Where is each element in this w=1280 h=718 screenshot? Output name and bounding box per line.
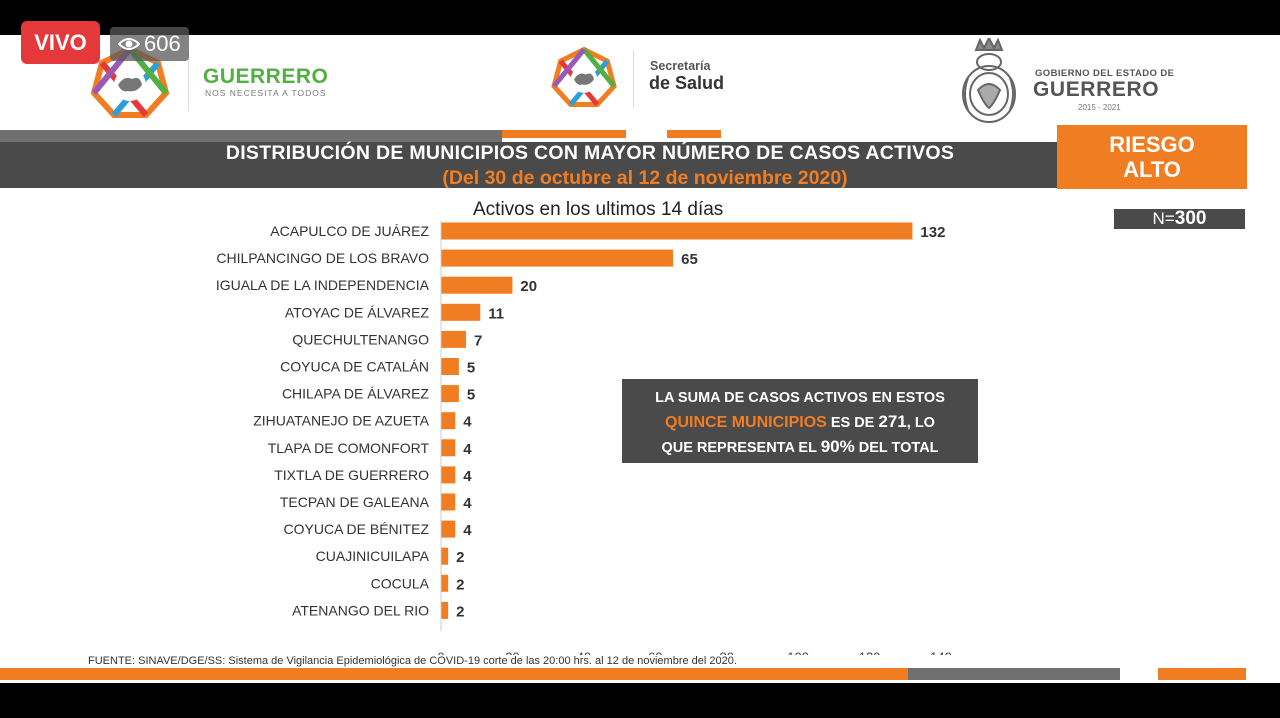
bottom-bar-gray [908, 668, 1120, 680]
bottom-bar-orange-right [1158, 668, 1246, 680]
bar [441, 574, 449, 592]
category-label: TIXTLA DE GUERRERO [274, 467, 429, 483]
bar [441, 439, 456, 457]
bar-chart: ACAPULCO DE JUÁREZ 132 CHILPANCINGO DE LOS… [216, 221, 952, 656]
bar [441, 276, 513, 294]
title-band [0, 142, 1058, 188]
secretaria-star-logo [549, 46, 619, 113]
bar [441, 520, 456, 538]
note-sum: 271 [878, 412, 907, 431]
data-label: 65 [681, 251, 698, 268]
chart-date-range: (Del 30 de octubre al 12 de noviembre 20… [442, 167, 848, 189]
risk-level-badge: RIESGO ALTO [1057, 125, 1247, 189]
data-label: 4 [463, 468, 472, 485]
data-label: 2 [456, 576, 464, 593]
category-label: ZIHUATANEJO DE AZUETA [253, 413, 429, 429]
note-part4: QUE REPRESENTA EL [661, 440, 821, 456]
category-label: ATENANGO DEL RIO [292, 602, 429, 618]
secretaria-line2: de Salud [649, 73, 725, 93]
top-bar-orange-1 [502, 130, 626, 138]
x-tick-label: 40 [577, 650, 591, 656]
top-bar-orange-2 [667, 130, 721, 138]
x-tick-label: 60 [648, 650, 662, 656]
x-tick-label: 120 [859, 650, 881, 656]
bar [441, 249, 674, 267]
data-label: 4 [463, 414, 472, 431]
bar [441, 330, 466, 348]
state-seal-logo [958, 35, 1020, 133]
live-badge: VIVO [21, 21, 100, 64]
category-label: CUAJINICUILAPA [316, 548, 430, 564]
category-label: COYUCA DE CATALÁN [280, 359, 429, 375]
gobierno-line1: GOBIERNO DEL ESTADO DE [1035, 68, 1175, 79]
category-label: COYUCA DE BÉNITEZ [284, 521, 430, 537]
note-part2: ES DE [826, 415, 879, 431]
header-divider-center [633, 50, 634, 108]
data-label: 5 [467, 387, 475, 404]
n-prefix: N= [1152, 209, 1175, 228]
note-highlight: QUINCE MUNICIPIOS [665, 414, 827, 431]
category-label: TECPAN DE GALEANA [280, 494, 430, 510]
n-value: 300 [1174, 208, 1207, 229]
bar [441, 358, 459, 375]
x-tick-label: 0 [437, 650, 444, 656]
guerrero-brand-tagline: NOS NECESITA A TODOS [205, 88, 327, 98]
summary-note: LA SUMA DE CASOS ACTIVOS EN ESTOS QUINCE… [622, 379, 978, 463]
bar [441, 601, 449, 619]
note-line1: LA SUMA DE CASOS ACTIVOS EN ESTOS [655, 390, 945, 406]
viewer-count: 606 [144, 31, 181, 56]
bar [441, 547, 449, 565]
total-n-badge: N=300 [1114, 209, 1245, 229]
bar [441, 303, 481, 321]
note-pct: 90% [820, 437, 855, 456]
x-tick-label: 80 [719, 650, 733, 656]
data-label: 4 [463, 522, 472, 539]
x-tick-label: 100 [787, 650, 809, 656]
category-label: TLAPA DE COMONFORT [268, 440, 430, 456]
data-label: 4 [463, 495, 472, 512]
x-tick-label: 20 [505, 650, 519, 656]
secretaria-line1: Secretaría [650, 59, 711, 73]
x-tick-label: 140 [930, 650, 952, 656]
note-line2: QUINCE MUNICIPIOS ES DE 271, LO [622, 410, 978, 435]
category-label: COCULA [371, 575, 430, 591]
category-label: QUECHULTENANGO [292, 331, 429, 347]
category-label: IGUALA DE LA INDEPENDENCIA [216, 277, 430, 293]
slide: GUERRERO NOS NECESITA A TODOS Secretaría… [0, 35, 1280, 683]
bar [441, 493, 456, 511]
data-label: 7 [474, 332, 482, 349]
eye-icon [118, 36, 140, 52]
top-bar-gray [0, 130, 502, 142]
note-part3: , LO [906, 415, 935, 431]
gobierno-years: 2015 - 2021 [1078, 103, 1121, 112]
data-label: 5 [467, 360, 475, 377]
category-label: CHILPANCINGO DE LOS BRAVO [216, 250, 429, 266]
data-label: 20 [520, 278, 537, 295]
viewer-count-badge: 606 [110, 27, 189, 61]
source-footnote: FUENTE: SINAVE/DGE/SS: Sistema de Vigila… [88, 655, 737, 667]
bar [441, 466, 456, 484]
bar [441, 222, 913, 240]
data-label: 132 [920, 224, 945, 241]
bottom-bar-orange [0, 668, 908, 680]
chart-title: DISTRIBUCIÓN DE MUNICIPIOS CON MAYOR NÚM… [225, 142, 955, 164]
data-label: 2 [456, 603, 464, 620]
gobierno-line2: GUERRERO [1033, 78, 1160, 101]
header-divider [188, 53, 189, 111]
chart-subtitle: Activos en los ultimos 14 días [473, 199, 724, 220]
category-label: ATOYAC DE ÁLVAREZ [285, 304, 430, 320]
category-label: CHILAPA DE ÁLVAREZ [282, 386, 429, 402]
category-label: ACAPULCO DE JUÁREZ [270, 223, 429, 239]
risk-line1: RIESGO [1109, 132, 1195, 157]
data-label: 4 [463, 441, 472, 458]
risk-line2: ALTO [1123, 157, 1181, 182]
note-part5: DEL TOTAL [854, 440, 939, 456]
bar [441, 412, 456, 430]
note-line3: QUE REPRESENTA EL 90% DEL TOTAL [622, 435, 978, 460]
data-label: 11 [488, 305, 504, 322]
data-label: 2 [456, 549, 464, 566]
guerrero-brand-name: GUERRERO [203, 65, 329, 88]
bar [441, 385, 459, 403]
